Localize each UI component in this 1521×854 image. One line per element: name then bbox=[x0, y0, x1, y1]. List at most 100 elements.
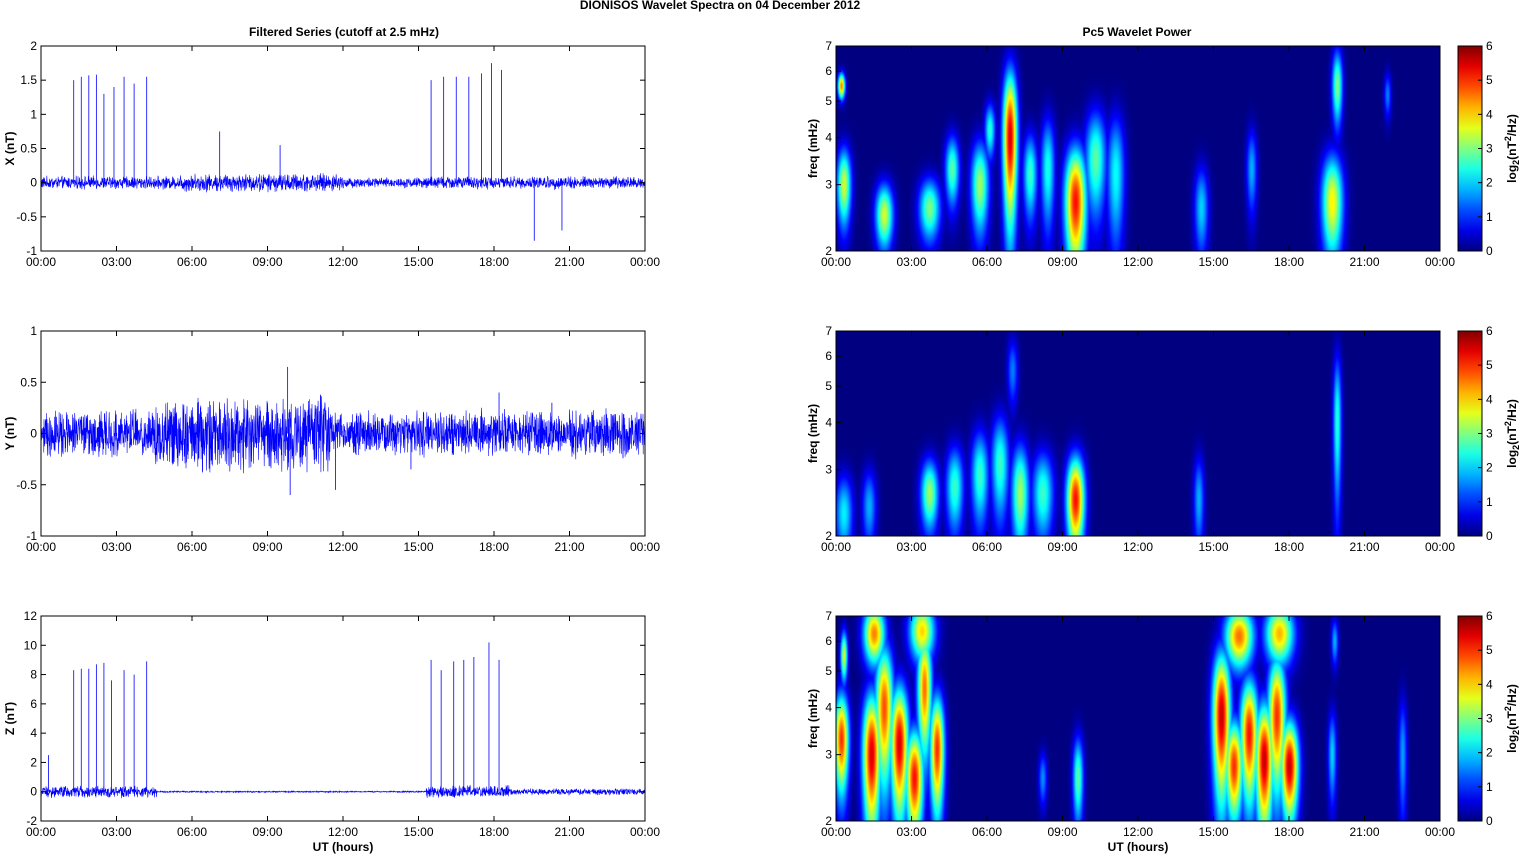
x-tick-label: 00:00 bbox=[821, 255, 851, 269]
series-line bbox=[41, 784, 645, 799]
x-tick-label: 06:00 bbox=[972, 540, 1002, 554]
right-column-title: Pc5 Wavelet Power bbox=[1083, 25, 1192, 39]
colorbar-label: log2(nT2/Hz) bbox=[1503, 114, 1521, 183]
y-tick-label: 3 bbox=[825, 463, 832, 477]
x-tick-label: 15:00 bbox=[1198, 255, 1228, 269]
x-tick-label: 21:00 bbox=[554, 255, 584, 269]
y-axis-label: Y (nT) bbox=[3, 417, 17, 451]
colorbar-tick-label: 1 bbox=[1486, 780, 1493, 794]
x-axis-label: UT (hours) bbox=[1108, 840, 1169, 854]
x-tick-label: 06:00 bbox=[972, 255, 1002, 269]
colorbar-tick-label: 2 bbox=[1486, 176, 1493, 190]
y-tick-label: 3 bbox=[825, 178, 832, 192]
y-tick-label: 5 bbox=[825, 664, 832, 678]
y-tick-label: 2 bbox=[30, 39, 37, 53]
y-tick-label: -0.5 bbox=[16, 478, 37, 492]
x-tick-label: 15:00 bbox=[403, 255, 433, 269]
x-tick-label: 21:00 bbox=[554, 825, 584, 839]
y-tick-label: 4 bbox=[825, 701, 832, 715]
y-tick-label: 10 bbox=[24, 638, 38, 652]
y-tick-label: 12 bbox=[24, 609, 38, 623]
x-tick-label: 00:00 bbox=[630, 255, 660, 269]
figure-title: DIONISOS Wavelet Spectra on 04 December … bbox=[580, 0, 861, 12]
x-tick-label: 12:00 bbox=[1123, 540, 1153, 554]
x-tick-label: 09:00 bbox=[1047, 825, 1077, 839]
wavelet-heatmap bbox=[836, 331, 1440, 536]
x-tick-label: 06:00 bbox=[972, 825, 1002, 839]
x-tick-label: 12:00 bbox=[1123, 825, 1153, 839]
x-tick-label: 12:00 bbox=[328, 540, 358, 554]
y-tick-label: 6 bbox=[30, 697, 37, 711]
y-axis-label: freq (mHz) bbox=[806, 689, 820, 748]
x-tick-label: 03:00 bbox=[896, 255, 926, 269]
heatmap-canvas bbox=[836, 331, 1440, 536]
y-tick-label: 0 bbox=[30, 427, 37, 441]
x-tick-label: 15:00 bbox=[403, 540, 433, 554]
x-tick-label: 00:00 bbox=[821, 540, 851, 554]
y-tick-label: 5 bbox=[825, 379, 832, 393]
colorbar-tick-label: 0 bbox=[1486, 244, 1493, 258]
colorbar-tick-label: 5 bbox=[1486, 358, 1493, 372]
y-tick-label: 8 bbox=[30, 668, 37, 682]
plot-area bbox=[41, 46, 645, 251]
colorbar-tick-label: 5 bbox=[1486, 643, 1493, 657]
colorbar-tick-label: 3 bbox=[1486, 712, 1493, 726]
series-line bbox=[41, 173, 645, 193]
x-tick-label: 15:00 bbox=[403, 825, 433, 839]
colorbar-label: log2(nT2/Hz) bbox=[1503, 684, 1521, 753]
heatmap-canvas bbox=[836, 616, 1440, 821]
series-line bbox=[41, 394, 645, 474]
x-tick-label: 12:00 bbox=[328, 825, 358, 839]
x-tick-label: 12:00 bbox=[1123, 255, 1153, 269]
y-tick-label: 7 bbox=[825, 324, 832, 338]
wavelet-heatmap bbox=[836, 616, 1440, 821]
y-tick-label: 2 bbox=[825, 529, 832, 543]
wavelet-panel-3: 2 3 4 5 6 7 00:00 03:00 06:00 09:00 12:00 15:00 18:0… bbox=[806, 609, 1521, 854]
x-tick-label: 09:00 bbox=[1047, 255, 1077, 269]
y-tick-label: 1 bbox=[30, 107, 37, 121]
y-axis-label: freq (mHz) bbox=[806, 404, 820, 463]
y-tick-label: -1 bbox=[26, 244, 37, 258]
y-tick-label: 4 bbox=[825, 416, 832, 430]
x-tick-label: 21:00 bbox=[554, 540, 584, 554]
y-tick-label: -0.5 bbox=[16, 210, 37, 224]
x-tick-label: 00:00 bbox=[1425, 825, 1455, 839]
y-tick-label: 0.5 bbox=[20, 142, 37, 156]
x-tick-label: 18:00 bbox=[479, 255, 509, 269]
y-tick-label: 0 bbox=[30, 176, 37, 190]
x-axis-label: UT (hours) bbox=[313, 840, 374, 854]
y-tick-label: 7 bbox=[825, 609, 832, 623]
colorbar-tick-label: 6 bbox=[1486, 609, 1493, 623]
x-tick-label: 06:00 bbox=[177, 540, 207, 554]
plot-area bbox=[41, 616, 645, 821]
y-tick-label: 3 bbox=[825, 748, 832, 762]
x-tick-label: 09:00 bbox=[252, 540, 282, 554]
y-tick-label: 2 bbox=[825, 814, 832, 828]
y-tick-label: 2 bbox=[30, 755, 37, 769]
x-tick-label: 03:00 bbox=[101, 825, 131, 839]
y-tick-label: -2 bbox=[26, 814, 37, 828]
y-axis-label: X (nT) bbox=[3, 132, 17, 166]
series-panel-x: -1 -0.5 0 0.5 1 1.5 2 00:00 03:00 06:00 09:00 12:00… bbox=[3, 39, 660, 269]
wavelet-panel-2: 2 3 4 5 6 7 00:00 03:00 06:00 09:00 12:00 15:00 18:0… bbox=[806, 324, 1521, 554]
x-tick-label: 00:00 bbox=[630, 825, 660, 839]
colorbar-tick-label: 6 bbox=[1486, 39, 1493, 53]
colorbar-tick-label: 4 bbox=[1486, 677, 1493, 691]
colorbar-tick-label: 0 bbox=[1486, 814, 1493, 828]
y-tick-label: 5 bbox=[825, 94, 832, 108]
y-axis-label: freq (mHz) bbox=[806, 119, 820, 178]
x-tick-label: 18:00 bbox=[1274, 540, 1304, 554]
series-panel-z: -2 0 2 4 6 8 10 12 00:00 03:00 06:00 09:00 12:00 15:0… bbox=[3, 609, 660, 854]
x-tick-label: 12:00 bbox=[328, 255, 358, 269]
y-axis-label: Z (nT) bbox=[3, 702, 17, 735]
x-tick-label: 06:00 bbox=[177, 825, 207, 839]
x-tick-label: 18:00 bbox=[1274, 825, 1304, 839]
x-tick-label: 09:00 bbox=[252, 255, 282, 269]
x-tick-label: 21:00 bbox=[1349, 825, 1379, 839]
x-tick-label: 00:00 bbox=[1425, 540, 1455, 554]
colorbar-tick-label: 1 bbox=[1486, 210, 1493, 224]
y-tick-label: 4 bbox=[825, 131, 832, 145]
x-tick-label: 15:00 bbox=[1198, 825, 1228, 839]
